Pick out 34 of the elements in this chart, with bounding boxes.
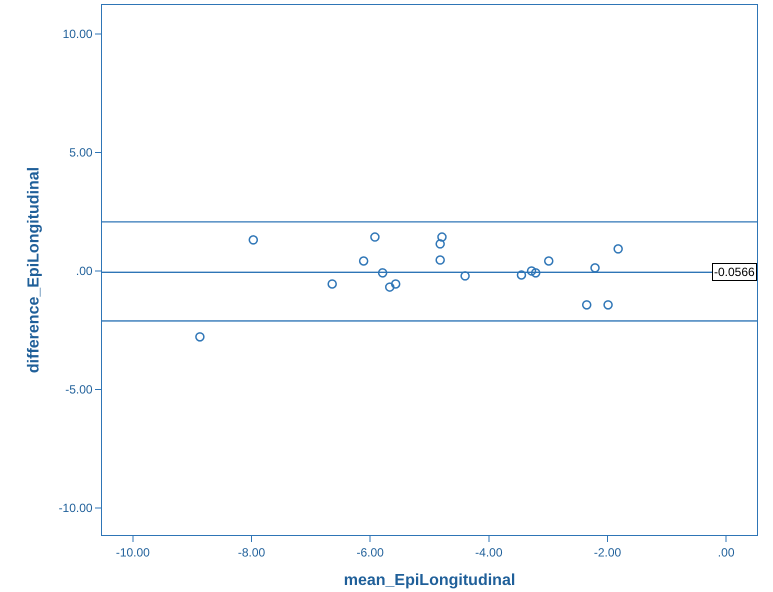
point: [603, 300, 613, 310]
point: [435, 239, 445, 249]
point: [435, 255, 445, 265]
y-tick-label: -10.00: [58, 501, 93, 516]
point: [460, 271, 470, 281]
point: [613, 244, 623, 254]
point: [378, 268, 388, 278]
x-tick-label: .00: [718, 545, 735, 560]
ref-line-label: -0.0566: [714, 265, 756, 279]
x-axis-title: mean_EpiLongitudinal: [344, 572, 516, 590]
point: [437, 232, 447, 242]
y-tick-label: -5.00: [65, 382, 93, 397]
point: [544, 256, 554, 266]
point: [385, 282, 394, 292]
x-tick-label: -2.00: [594, 545, 622, 560]
point: [590, 263, 600, 273]
point: [370, 232, 380, 242]
point: [390, 279, 400, 289]
point: [248, 235, 258, 245]
y-tick-label: 10.00: [62, 27, 93, 42]
x-tick-label: -10.00: [116, 545, 150, 560]
point: [327, 279, 337, 289]
x-tick-label: -4.00: [475, 545, 503, 560]
y-axis-title: difference_EpiLongitudinal: [25, 166, 42, 374]
point: [358, 256, 368, 266]
point: [516, 270, 526, 280]
point: [530, 268, 540, 278]
point: [526, 266, 536, 276]
point: [582, 300, 592, 310]
x-tick-label: -6.00: [356, 545, 384, 560]
x-tick-label: -8.00: [238, 545, 266, 560]
point: [195, 332, 205, 342]
y-tick-label: .00: [76, 264, 93, 278]
y-tick-label: 5.00: [69, 146, 93, 160]
